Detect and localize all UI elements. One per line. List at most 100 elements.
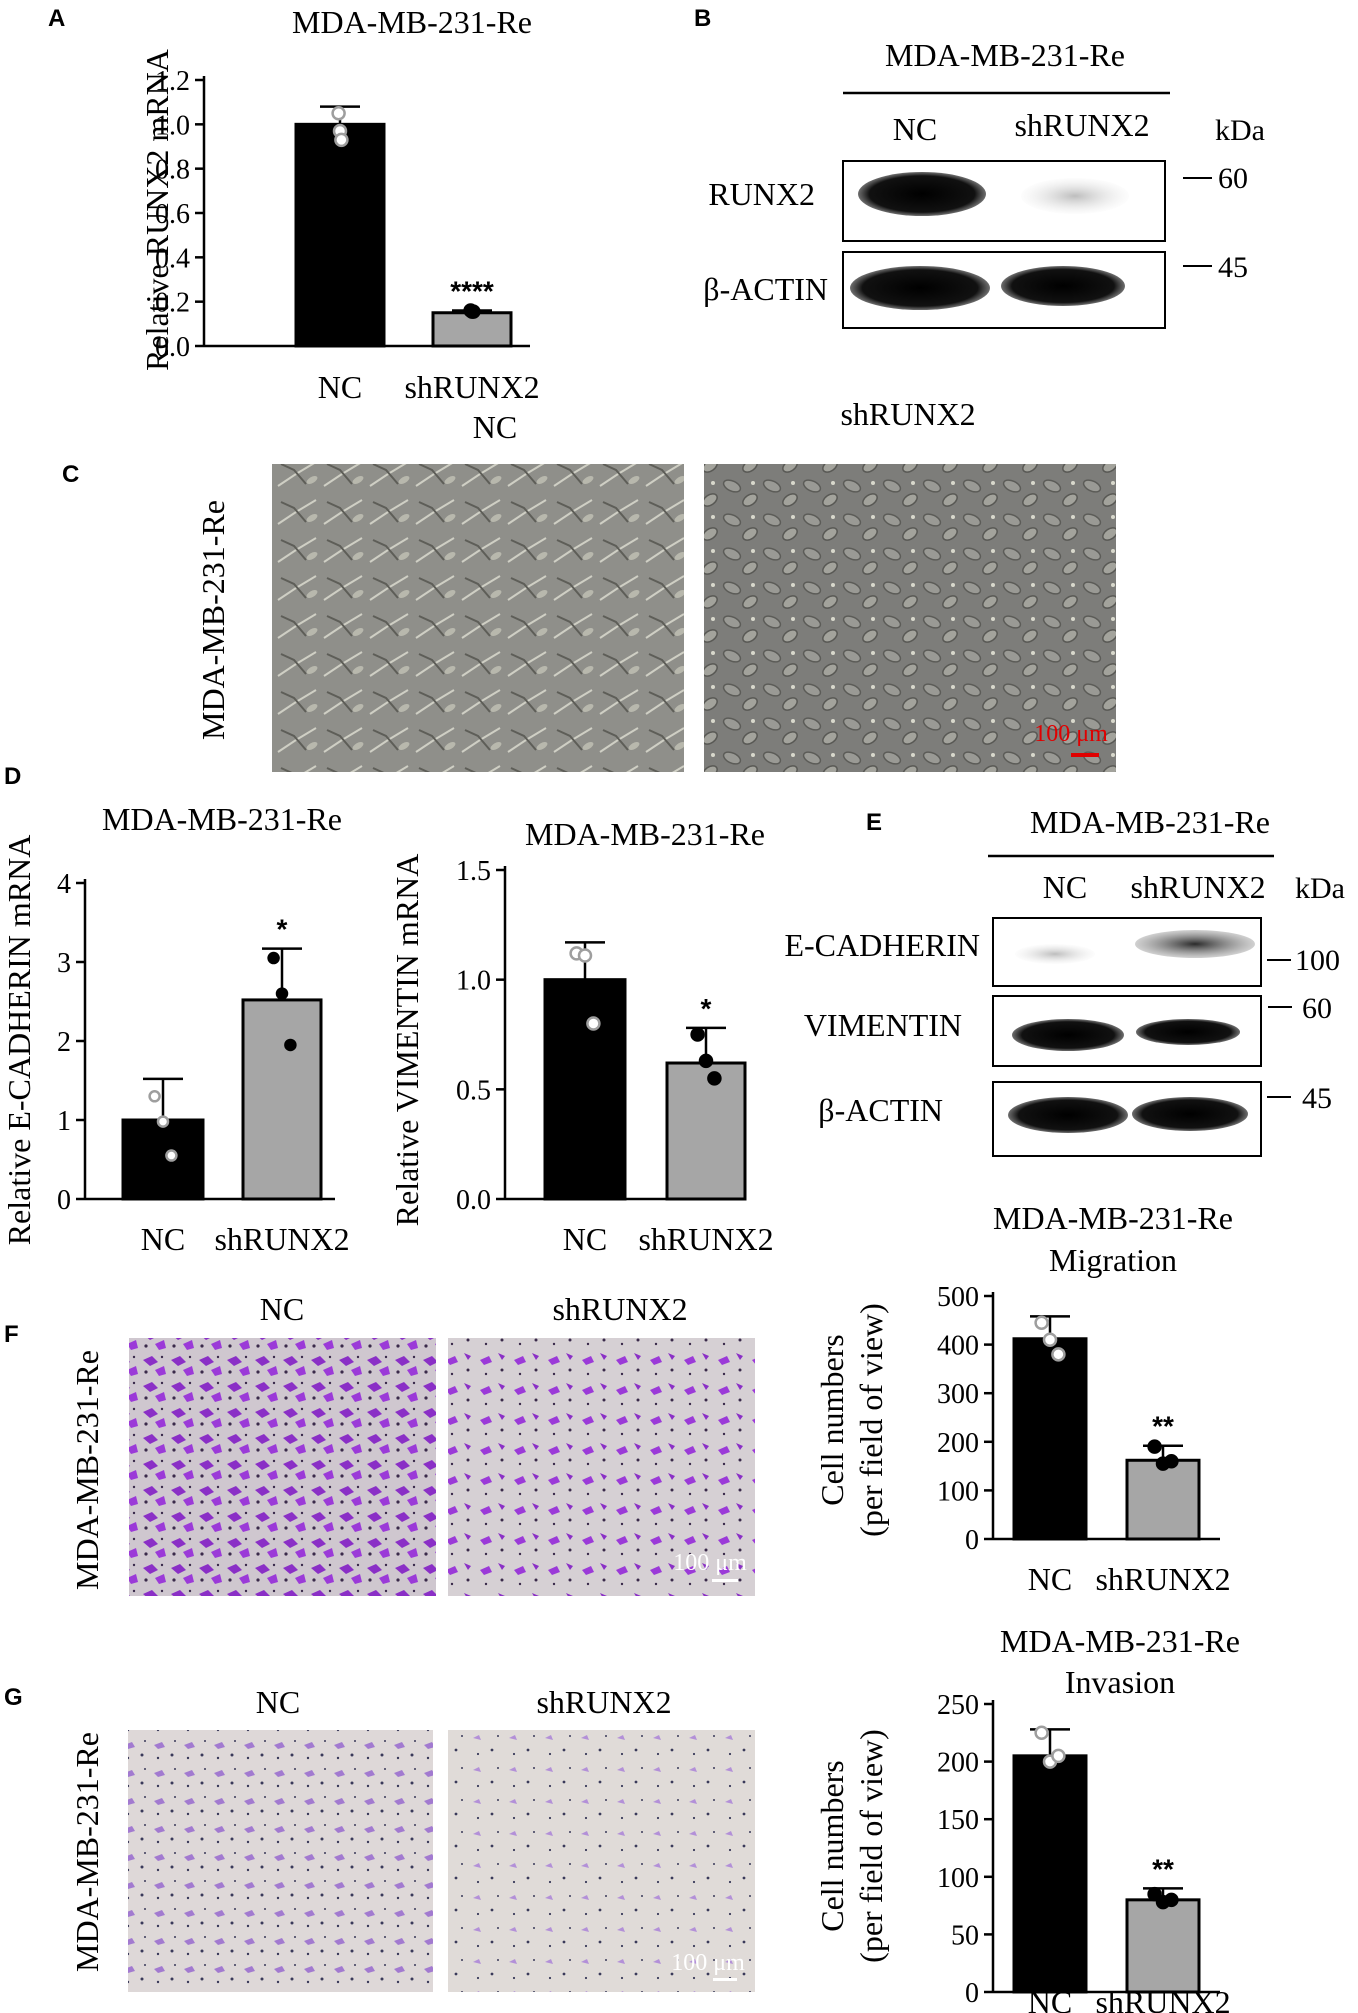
significance-marker: * bbox=[701, 993, 712, 1024]
data-point bbox=[1034, 1315, 1049, 1330]
y-tick-label: 3 bbox=[57, 948, 71, 979]
y-tick-label: 0 bbox=[965, 1978, 979, 2009]
panel-e-western-blot: MDA-MB-231-Re NC shRUNX2 kDa E-CADHERIN … bbox=[784, 804, 1345, 1157]
blot-b-runx2-band-shrunx2 bbox=[1021, 178, 1129, 214]
panel-g-row-label: MDA-MB-231-Re bbox=[69, 1732, 105, 1972]
panel-f-header-shrunx2: shRUNX2 bbox=[552, 1291, 687, 1327]
significance-marker: ** bbox=[1152, 1853, 1174, 1884]
panel-letter-f: F bbox=[4, 1321, 19, 1348]
blot-b-marker-45: 45 bbox=[1218, 251, 1248, 284]
data-point bbox=[466, 304, 481, 319]
chart-d-vimentin: MDA-MB-231-Re Relative VIMENTIN mRNA 0.0 0.… bbox=[389, 816, 774, 1257]
chart-d-ecadherin: MDA-MB-231-Re Relative E-CADHERIN mRNA 0 1 2… bbox=[1, 801, 350, 1257]
bar-nc bbox=[1012, 1754, 1088, 1994]
blot-e-label-ecadherin: E-CADHERIN bbox=[784, 927, 980, 963]
y-tick-label: 4 bbox=[57, 869, 71, 900]
y-tick-label: 2 bbox=[57, 1027, 71, 1058]
migration-nc-image bbox=[129, 1338, 436, 1596]
chart-title: MDA-MB-231-Re bbox=[102, 801, 342, 837]
blot-b-marker-60: 60 bbox=[1218, 162, 1248, 195]
blot-e-marker-60: 60 bbox=[1302, 992, 1332, 1025]
blot-b-label-actin: β-ACTIN bbox=[703, 271, 828, 307]
x-category-label: shRUNX2 bbox=[1095, 1984, 1230, 2013]
blot-e-marker-45: 45 bbox=[1302, 1082, 1332, 1115]
y-tick-label: 200 bbox=[937, 1428, 979, 1459]
y-tick-label: 1.5 bbox=[456, 856, 491, 887]
y-tick-label: 250 bbox=[937, 1690, 979, 1721]
x-category-label: NC bbox=[1028, 1984, 1072, 2013]
chart-f-migration: MDA-MB-231-Re Migration Cell numbers (per f… bbox=[814, 1200, 1233, 1597]
blot-e-label-vimentin: VIMENTIN bbox=[804, 1007, 962, 1043]
y-tick-label: 50 bbox=[951, 1920, 979, 1951]
data-point bbox=[148, 1090, 161, 1103]
panel-g-header-shrunx2: shRUNX2 bbox=[536, 1684, 671, 1720]
data-point bbox=[275, 987, 289, 1000]
panel-letter-b: B bbox=[694, 5, 711, 32]
chart-title: MDA-MB-231-Re bbox=[1000, 1623, 1240, 1659]
data-point bbox=[284, 1038, 297, 1052]
bar-shrunx2 bbox=[1125, 1898, 1201, 1994]
data-point bbox=[1042, 1332, 1058, 1347]
panel-f-migration-images: NC shRUNX2 MDA-MB-231-Re 100 μm bbox=[69, 1291, 755, 1596]
chart-subtitle: Invasion bbox=[1065, 1664, 1175, 1700]
y-axis-label: Relative E-CADHERIN mRNA bbox=[1, 835, 37, 1246]
invasion-nc-image bbox=[128, 1730, 433, 1992]
blot-b-label-runx2: RUNX2 bbox=[708, 176, 815, 212]
invasion-shrunx2-image bbox=[448, 1730, 755, 1992]
data-point bbox=[586, 1016, 601, 1031]
blot-b-lane-shrunx2: shRUNX2 bbox=[1014, 107, 1149, 143]
y-tick-label: 300 bbox=[937, 1379, 979, 1410]
y-tick-label: 200 bbox=[937, 1748, 979, 1779]
significance-marker: ** bbox=[1152, 1411, 1174, 1442]
y-axis-label-secondary: (per field of view) bbox=[853, 1303, 889, 1537]
panel-c-scale-bar bbox=[1071, 753, 1099, 757]
y-tick-label: 0.0 bbox=[155, 332, 190, 363]
panel-g-invasion-images: NC shRUNX2 MDA-MB-231-Re 100 μm bbox=[69, 1684, 755, 1992]
data-point bbox=[1164, 1892, 1179, 1908]
x-category-label: shRUNX2 bbox=[214, 1221, 349, 1257]
phase-contrast-nc-image bbox=[272, 464, 684, 772]
x-category-label: NC bbox=[141, 1221, 185, 1257]
panel-g-scale-bar-label: 100 μm bbox=[671, 1950, 745, 1976]
y-axis-label: Cell numbers bbox=[814, 1760, 850, 1932]
data-point bbox=[1034, 1725, 1049, 1741]
blot-b-actin-band-nc bbox=[850, 266, 990, 310]
bar-nc bbox=[1012, 1337, 1088, 1541]
y-tick-label: 0.5 bbox=[456, 1075, 491, 1106]
data-point bbox=[1147, 1886, 1162, 1902]
bar-shrunx2 bbox=[1125, 1458, 1201, 1541]
x-category-label: shRUNX2 bbox=[1095, 1561, 1230, 1597]
y-tick-label: 0.8 bbox=[155, 155, 190, 186]
y-tick-label: 400 bbox=[937, 1331, 979, 1362]
chart-title: MDA-MB-231-Re bbox=[292, 4, 532, 40]
chart-g-invasion: MDA-MB-231-Re Invasion Cell numbers (per fi… bbox=[814, 1623, 1240, 2013]
panel-b-western-blot: MDA-MB-231-Re NC shRUNX2 kDa RUNX2 60 β-… bbox=[703, 37, 1265, 329]
y-axis-label-secondary: (per field of view) bbox=[853, 1729, 889, 1963]
data-point bbox=[165, 1149, 178, 1162]
panel-c-header: shRUNX2 bbox=[840, 396, 975, 432]
y-axis-label: Relative VIMENTIN mRNA bbox=[389, 854, 425, 1227]
y-tick-label: 0.6 bbox=[155, 199, 190, 230]
y-tick-label: 1.2 bbox=[155, 66, 190, 97]
blot-b-actin-band-shrunx2 bbox=[1001, 266, 1125, 306]
y-axis-label: Cell numbers bbox=[814, 1334, 850, 1506]
blot-e-kda: kDa bbox=[1295, 872, 1345, 905]
blot-b-lane-nc: NC bbox=[893, 111, 937, 147]
blot-b-runx2-band-nc bbox=[858, 172, 986, 216]
blot-e-actin-band-shrunx2 bbox=[1132, 1097, 1248, 1131]
bar-nc bbox=[543, 978, 627, 1201]
blot-e-vimentin-band-shrunx2 bbox=[1136, 1019, 1240, 1045]
y-tick-label: 0.0 bbox=[456, 1185, 491, 1216]
panel-letter-e: E bbox=[866, 809, 882, 836]
x-extra-label: NC bbox=[473, 409, 517, 445]
x-category-label: shRUNX2 bbox=[404, 369, 539, 405]
panel-letter-g: G bbox=[4, 1684, 23, 1711]
panel-g-header-nc: NC bbox=[256, 1684, 300, 1720]
x-category-label: NC bbox=[1028, 1561, 1072, 1597]
blot-e-lane-shrunx2: shRUNX2 bbox=[1130, 869, 1265, 905]
migration-shrunx2-image bbox=[448, 1338, 755, 1596]
blot-e-label-actin: β-ACTIN bbox=[818, 1092, 943, 1128]
bar-nc bbox=[294, 122, 386, 348]
data-point bbox=[267, 951, 280, 965]
